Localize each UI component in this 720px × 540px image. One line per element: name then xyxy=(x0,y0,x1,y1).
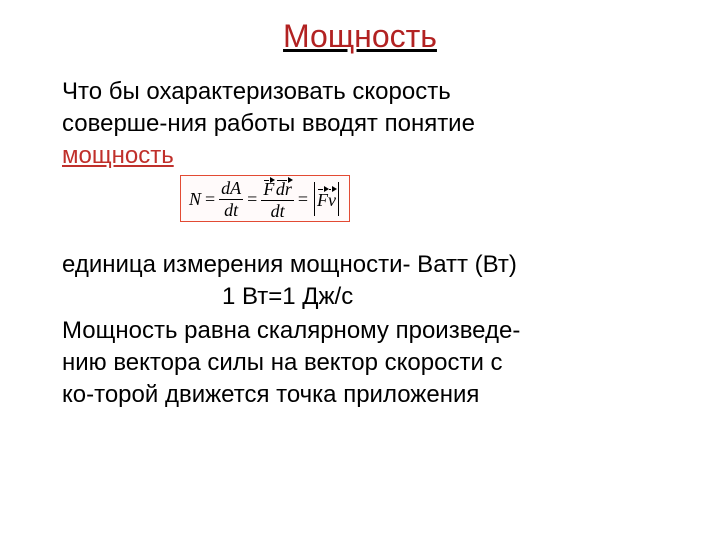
sym-eq-3: = xyxy=(298,188,308,211)
intro-line-2: соверше-ния работы вводят понятие xyxy=(62,109,680,139)
term-power: мощность xyxy=(62,142,174,169)
unit-eq: 1 Вт=1 Дж/с xyxy=(62,282,680,312)
vec-v: v xyxy=(328,187,336,212)
abs-bar-left xyxy=(314,182,315,216)
unit-line: единица измерения мощности- Ватт (Вт) xyxy=(62,250,680,280)
slide-title: Мощность xyxy=(0,18,720,55)
frac-Fdr-dt: F dr dt xyxy=(261,178,294,221)
title-text: Мощность xyxy=(283,18,437,54)
slide: Мощность Что бы охарактеризовать скорост… xyxy=(0,18,720,540)
def-line-2: нию вектора силы на вектор скорости с xyxy=(62,348,680,378)
def-line-1: Мощность равна скалярному произведе- xyxy=(62,316,680,346)
numer-Fdr: F dr xyxy=(261,178,294,199)
sym-eq-1: = xyxy=(205,188,215,211)
abs-bar-right xyxy=(338,182,339,216)
abs-content: Fv xyxy=(317,187,336,212)
body-text: Что бы охарактеризовать скорость соверше… xyxy=(0,77,720,410)
formula-box: N = dA dt = F dr dt = xyxy=(180,175,350,222)
intro-line-1: Что бы охарактеризовать скорость xyxy=(62,77,680,107)
vec-dr: dr xyxy=(276,178,292,199)
formula: N = dA dt = F dr dt = xyxy=(189,178,341,221)
sym-eq-2: = xyxy=(247,188,257,211)
denom-dt-2: dt xyxy=(269,202,287,221)
numer-dA: dA xyxy=(219,179,243,198)
def-line-3: ко-торой движется точка приложения xyxy=(62,380,680,410)
sym-N: N xyxy=(189,188,201,211)
denom-dt-1: dt xyxy=(222,201,240,220)
frac-dA-dt: dA dt xyxy=(219,179,243,220)
vec-F-1: F xyxy=(263,178,274,199)
abs-Fv: Fv xyxy=(312,182,341,216)
vec-F-2: F xyxy=(317,187,328,212)
formula-region: N = dA dt = F dr dt = xyxy=(180,175,680,222)
